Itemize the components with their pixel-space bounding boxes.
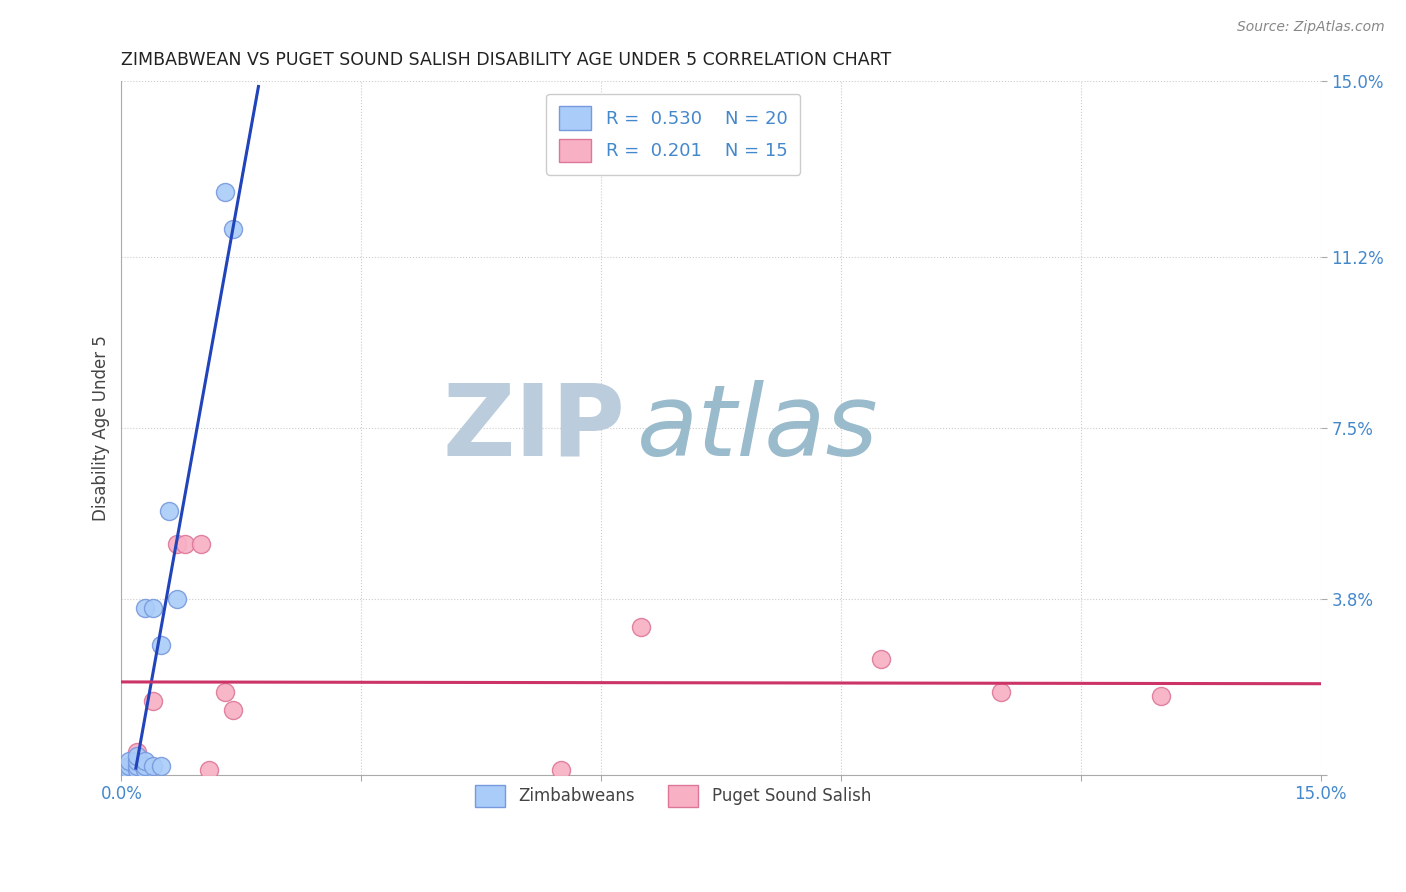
Point <box>214 186 236 200</box>
Point <box>166 592 188 607</box>
Point <box>134 754 156 768</box>
Point <box>150 639 173 653</box>
Text: ZIP: ZIP <box>443 380 626 476</box>
Point <box>157 504 180 518</box>
Point <box>870 652 893 666</box>
Point <box>142 758 165 772</box>
Point <box>118 763 141 777</box>
Point <box>134 758 156 772</box>
Legend: Zimbabweans, Puget Sound Salish: Zimbabweans, Puget Sound Salish <box>467 777 880 815</box>
Point <box>142 694 165 708</box>
Point <box>127 754 149 768</box>
Point <box>990 684 1012 698</box>
Point <box>134 601 156 615</box>
Point <box>114 763 136 777</box>
Text: Source: ZipAtlas.com: Source: ZipAtlas.com <box>1237 20 1385 34</box>
Point <box>118 758 141 772</box>
Point <box>222 222 245 236</box>
Point <box>134 763 156 777</box>
Text: atlas: atlas <box>637 380 879 476</box>
Point <box>118 758 141 772</box>
Point <box>127 745 149 759</box>
Point <box>550 763 572 777</box>
Point <box>214 684 236 698</box>
Point <box>127 749 149 764</box>
Point <box>1150 690 1173 704</box>
Point <box>630 620 652 634</box>
Point <box>150 758 173 772</box>
Point <box>174 536 197 550</box>
Y-axis label: Disability Age Under 5: Disability Age Under 5 <box>93 335 110 521</box>
Point <box>118 754 141 768</box>
Point <box>222 703 245 717</box>
Point <box>142 601 165 615</box>
Point <box>198 763 221 777</box>
Point <box>166 536 188 550</box>
Text: ZIMBABWEAN VS PUGET SOUND SALISH DISABILITY AGE UNDER 5 CORRELATION CHART: ZIMBABWEAN VS PUGET SOUND SALISH DISABIL… <box>121 51 891 69</box>
Point <box>127 763 149 777</box>
Point <box>190 536 212 550</box>
Point <box>127 763 149 777</box>
Point <box>127 758 149 772</box>
